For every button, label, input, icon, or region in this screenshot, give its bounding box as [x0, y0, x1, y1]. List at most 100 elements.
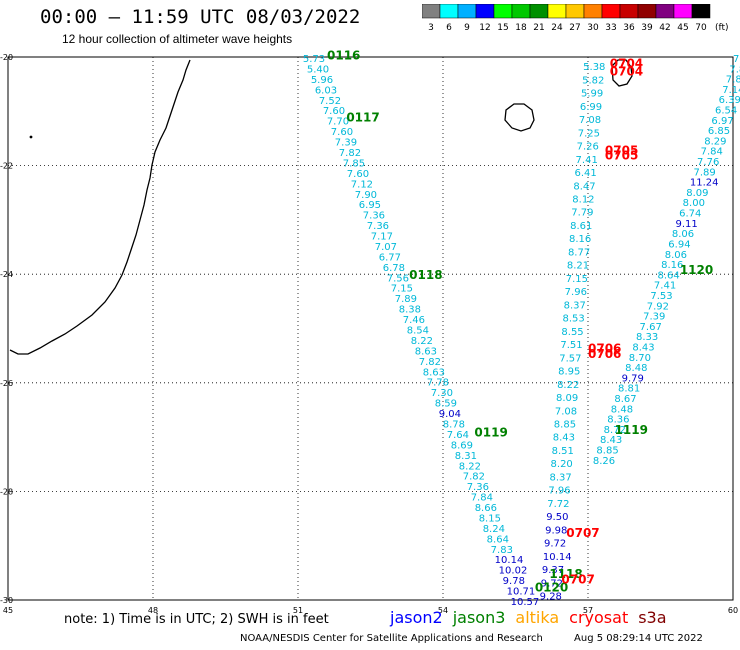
wave-height-value: 8.81	[618, 384, 640, 395]
scale-unit: (ft)	[715, 23, 728, 33]
wave-height-value: 7.8	[729, 64, 740, 75]
pass-label: 0116	[327, 48, 360, 62]
wave-height-value: 8.77	[568, 247, 590, 258]
wave-height-value: 6.77	[379, 252, 401, 263]
pass-label: 0704	[610, 56, 643, 70]
wave-height-value: 7.36	[467, 482, 489, 493]
scale-label: 70	[695, 23, 707, 33]
wave-height-value: 6.39	[719, 95, 740, 106]
scale-label: 6	[446, 23, 452, 33]
pass-label: 0120	[535, 580, 568, 594]
map-frame	[7, 56, 734, 601]
wave-height-value: 8.00	[683, 198, 705, 209]
wave-height-value: 7.82	[419, 357, 441, 368]
legend-jason2: jason2	[390, 608, 443, 627]
x-tick-label: 57	[583, 606, 593, 615]
wave-height-value: 10.14	[495, 555, 524, 566]
map-note: note: 1) Time is in UTC; 2) SWH is in fe…	[64, 612, 329, 627]
wave-height-value: 7.83	[491, 545, 513, 556]
wave-height-value: 8.22	[459, 461, 481, 472]
wave-height-value: 8.33	[636, 332, 658, 343]
wave-height-value: 5.73	[303, 54, 325, 65]
pass-label: 0704	[610, 65, 643, 79]
scale-label: 3	[428, 23, 434, 33]
wave-height-value: 8.63	[423, 367, 445, 378]
legend-cryosat: cryosat	[569, 608, 629, 627]
wave-height-value: 10.02	[499, 566, 528, 577]
wave-height-value: 7.67	[640, 322, 662, 333]
wave-height-value: 8.20	[551, 459, 573, 470]
wave-height-value: 7.84	[471, 493, 493, 504]
coastlines	[9, 59, 633, 355]
wave-height-value: 8.29	[704, 136, 726, 147]
wave-height-value: 5.40	[307, 64, 329, 75]
wave-height-value: 9.04	[439, 409, 461, 420]
wave-height-value: 8.66	[475, 503, 497, 514]
wave-height-value: 8.09	[556, 393, 578, 404]
altimeter-tracks: 5.735.405.966.037.527.607.707.607.397.82…	[303, 54, 740, 608]
scale-label: 15	[497, 23, 508, 33]
axis-ticks: 45 48 51 54 57 60 -20 -22 -24 -26 -28 -30	[0, 53, 738, 615]
wave-height-value: 8.24	[483, 524, 505, 535]
wave-height-value: 7.90	[355, 190, 377, 201]
wave-height-value: 6.94	[668, 239, 690, 250]
wave-height-value: 8.72	[604, 425, 626, 436]
wave-height-value: 7.96	[565, 287, 587, 298]
pass-label: 0118	[409, 268, 442, 282]
wave-height-value: 8.63	[415, 346, 437, 357]
footer-credit: NOAA/NESDIS Center for Satellite Applica…	[240, 633, 543, 644]
wave-height-value: 8.43	[553, 433, 575, 444]
wave-height-value: 7.39	[335, 138, 357, 149]
wave-height-value: 8.09	[686, 188, 708, 199]
map-title: 00:00 — 11:59 UTC 08/03/2022	[40, 6, 361, 28]
wave-height-value: 7.56	[387, 273, 409, 284]
wave-height-value: 8.61	[570, 221, 592, 232]
wave-height-value: 8.85	[596, 446, 618, 457]
wave-height-value: 7.89	[693, 167, 715, 178]
wave-height-value: 8.95	[558, 367, 580, 378]
legend-jason3: jason3	[452, 608, 506, 627]
wave-height-value: 10.71	[507, 587, 536, 598]
scale-label: 42	[659, 23, 670, 33]
wave-height-value: 6.99	[580, 102, 602, 113]
satellite-legend: jason2 jason3 altika cryosat s3a	[390, 608, 677, 627]
wave-height-value: 8.43	[632, 342, 654, 353]
wave-height-value: 7.36	[367, 221, 389, 232]
legend-altika: altika	[515, 608, 560, 627]
wave-height-value: 8.64	[487, 534, 509, 545]
wave-height-value: 8.16	[661, 260, 683, 271]
wave-height-value: 7.60	[347, 169, 369, 180]
scale-label: 27	[569, 23, 580, 33]
pass-label: 0707	[561, 572, 594, 586]
wave-height-value: 7.96	[548, 486, 570, 497]
x-tick-label: 51	[293, 606, 303, 615]
wave-height-value: 7.41	[576, 155, 598, 166]
wave-height-value: 11.24	[690, 178, 719, 189]
pass-label: 1119	[615, 423, 648, 437]
madagascar-coastline	[9, 59, 191, 355]
scale-label: 36	[623, 23, 635, 33]
x-tick-label: 45	[3, 606, 13, 615]
wave-height-value: 9.72	[541, 578, 563, 589]
wave-height-value: 7.36	[363, 211, 385, 222]
scale-label: 9	[464, 23, 470, 33]
wave-height-value: 7.52	[319, 96, 341, 107]
legend-s3a: s3a	[638, 608, 667, 627]
wave-height-value: 6.41	[574, 168, 596, 179]
pass-label: 0117	[346, 111, 379, 125]
wave-height-value: 8.64	[658, 270, 680, 281]
wave-height-value: 9.11	[675, 219, 697, 230]
y-tick-label: -20	[0, 53, 13, 62]
wave-height-value: 7.15	[566, 274, 588, 285]
wave-height-value: 8.22	[411, 336, 433, 347]
scale-swatch	[691, 4, 711, 19]
wave-height-value: 8.31	[455, 451, 477, 462]
wave-height-value: 7.60	[323, 106, 345, 117]
wave-height-value: 9.79	[622, 373, 644, 384]
y-tick-label: -24	[0, 270, 13, 279]
wave-height-value: 5.99	[581, 89, 603, 100]
wave-height-value: 7.51	[560, 340, 582, 351]
wave-height-value: 8.54	[407, 326, 429, 337]
